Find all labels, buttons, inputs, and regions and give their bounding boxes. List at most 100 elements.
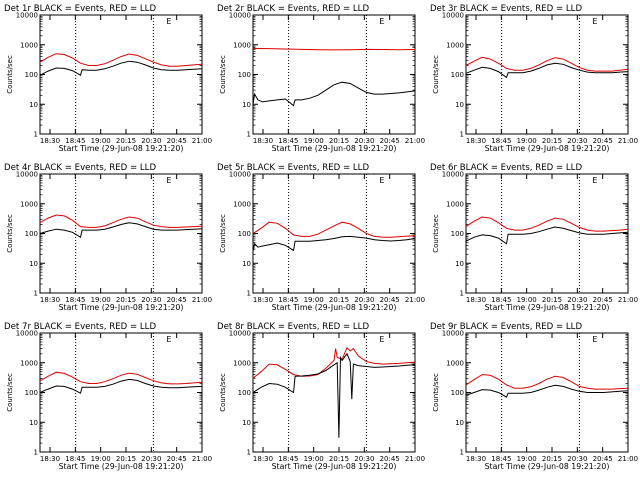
y-tick-label: 100 [25,389,38,397]
y-tick-label: 10 [455,419,464,427]
x-tick-label: 18:30 [40,455,60,463]
y-tick-label: 1 [460,131,464,139]
x-tick-label: 20:15 [542,455,562,463]
x-tick-label: 21:00 [618,137,638,145]
series-events-line [465,226,629,245]
panel-title: Det 8r BLACK = Events, RED = LLD [217,322,369,332]
series-events-line [465,62,629,79]
y-tick-label: 10 [29,419,38,427]
series-lld-line [39,53,203,67]
marker-label: E [379,335,384,344]
y-tick-label: 10000 [229,171,251,179]
plot-frame [39,173,203,294]
y-tick-label: 100 [238,71,251,79]
x-tick-label: 21:00 [192,455,212,463]
x-tick-label: 20:15 [542,296,562,304]
x-tick-label: 19:00 [304,296,324,304]
panel-title: Det 5r BLACK = Events, RED = LLD [217,163,369,173]
x-tick-label: 20:45 [380,137,400,145]
y-tick-label: 1 [460,290,464,298]
marker-label: E [379,176,384,185]
plot-frame [465,173,629,294]
x-tick-label: 20:45 [380,296,400,304]
series-events-line [252,81,416,107]
x-tick-label: 18:45 [491,137,511,145]
y-tick-label: 10000 [16,171,38,179]
series-events-line [39,378,203,394]
y-axis-label: Counts/sec [432,55,440,94]
series-lld-line [39,371,203,385]
x-tick-label: 18:45 [278,455,298,463]
x-tick-label: 18:45 [65,296,85,304]
x-tick-label: 20:45 [593,137,613,145]
y-tick-label: 1000 [20,200,38,208]
y-tick-label: 10000 [16,330,38,338]
panel-title: Det 3r BLACK = Events, RED = LLD [430,4,582,14]
y-tick-label: 1 [460,449,464,457]
x-tick-label: 18:30 [40,137,60,145]
y-tick-label: 100 [25,230,38,238]
plot-frame [39,14,203,135]
x-axis-label: Start Time (29-Jun-08 19:21:20) [272,462,397,471]
x-axis-label: Start Time (29-Jun-08 19:21:20) [272,303,397,312]
x-tick-label: 20:30 [354,137,374,145]
y-tick-label: 10 [242,419,251,427]
x-tick-label: 21:00 [192,296,212,304]
marker-label: E [592,17,597,26]
x-tick-label: 18:45 [491,455,511,463]
marker-label: E [166,335,171,344]
y-tick-label: 10000 [229,12,251,20]
y-tick-label: 1 [34,131,38,139]
y-tick-label: 10 [242,101,251,109]
x-tick-label: 20:45 [167,296,187,304]
y-tick-label: 100 [451,71,464,79]
x-axis-label: Start Time (29-Jun-08 19:21:20) [485,144,610,153]
y-tick-label: 1000 [446,41,464,49]
x-tick-label: 20:30 [141,296,161,304]
y-tick-label: 1 [247,449,251,457]
x-tick-label: 18:45 [491,296,511,304]
x-axis-label: Start Time (29-Jun-08 19:21:20) [485,303,610,312]
y-tick-label: 10 [242,260,251,268]
x-tick-label: 20:15 [329,137,349,145]
y-tick-label: 10 [455,101,464,109]
y-tick-label: 1 [247,131,251,139]
y-tick-label: 100 [25,71,38,79]
x-tick-label: 20:45 [593,455,613,463]
x-axis-label: Start Time (29-Jun-08 19:21:20) [59,462,184,471]
x-tick-label: 20:45 [593,296,613,304]
x-tick-label: 21:00 [618,296,638,304]
x-tick-label: 20:30 [354,455,374,463]
series-events-line [252,235,416,252]
x-tick-label: 19:00 [91,455,111,463]
panel-det-5: Det 5r BLACK = Events, RED = LLD E 1 10 100 1… [217,163,425,312]
panel-title: Det 9r BLACK = Events, RED = LLD [430,322,582,332]
panel-det-7: Det 7r BLACK = Events, RED = LLD E 1 10 100 1… [4,322,212,471]
x-tick-label: 18:30 [466,137,486,145]
series-events-line [39,222,203,238]
series-events-line [252,352,416,438]
x-tick-label: 20:15 [116,455,136,463]
y-tick-label: 10000 [229,330,251,338]
y-tick-label: 10000 [442,330,464,338]
series-lld-line [252,221,416,238]
x-tick-label: 18:30 [253,296,273,304]
marker-label: E [166,17,171,26]
series-lld-line [252,48,416,51]
y-tick-label: 1000 [20,41,38,49]
panel-det-1: Det 1r BLACK = Events, RED = LLD E 1 10 100 1… [4,4,212,153]
x-tick-label: 19:00 [304,137,324,145]
panel-det-4: Det 4r BLACK = Events, RED = LLD E 1 10 100 1… [4,163,212,312]
y-axis-label: Counts/sec [6,214,14,253]
y-tick-label: 1 [34,290,38,298]
plot-frame [252,332,416,453]
panel-det-6: Det 6r BLACK = Events, RED = LLD E 1 10 100 1… [430,163,638,312]
panel-det-3: Det 3r BLACK = Events, RED = LLD E 1 10 100 1… [430,4,638,153]
x-axis-label: Start Time (29-Jun-08 19:21:20) [485,462,610,471]
panel-title: Det 2r BLACK = Events, RED = LLD [217,4,369,14]
y-tick-label: 10000 [442,171,464,179]
x-tick-label: 20:15 [329,455,349,463]
marker-label: E [166,176,171,185]
y-tick-label: 100 [451,230,464,238]
x-tick-label: 20:30 [141,455,161,463]
